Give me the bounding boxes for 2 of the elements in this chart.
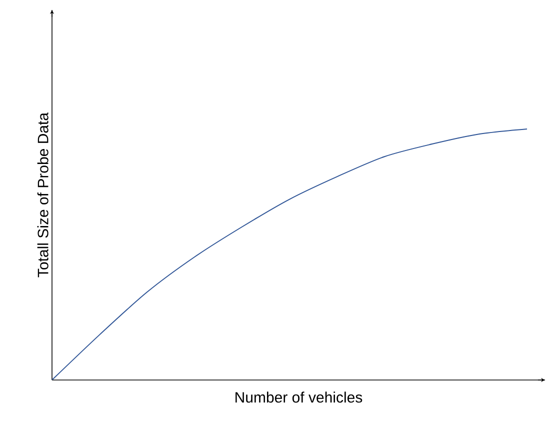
x-axis-title: Number of vehicles [236, 392, 362, 403]
y-axis-title: Totall Size of Probe Data [37, 112, 48, 278]
